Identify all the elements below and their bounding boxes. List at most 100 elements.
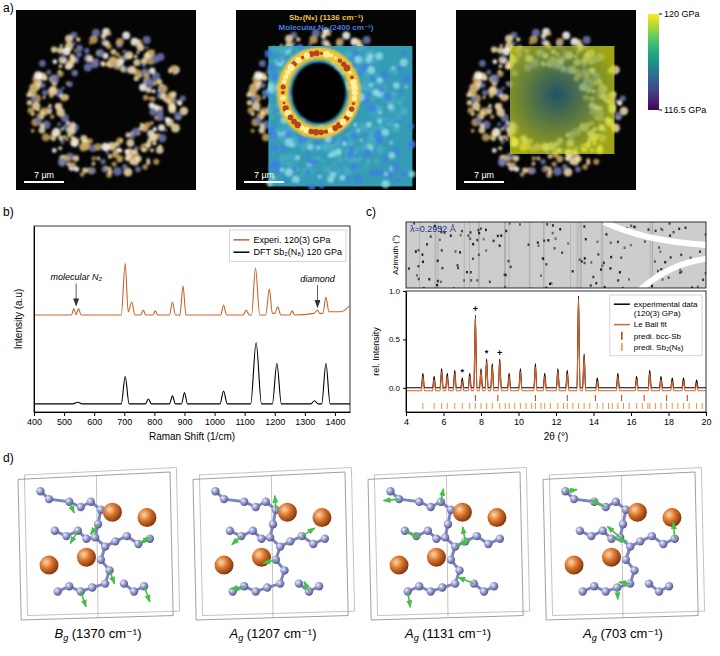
peak-marker: * (460, 367, 464, 377)
tick: 4 (404, 412, 409, 427)
diffraction-spot (619, 271, 621, 274)
map-speckle (542, 166, 548, 172)
reflection-tick (578, 403, 579, 409)
map-speckle (39, 60, 46, 67)
diffraction-spot (439, 239, 441, 242)
map-speckle (479, 127, 485, 133)
n2-speckle (389, 141, 393, 145)
spectrum-line (34, 263, 350, 315)
n-atom (473, 532, 481, 540)
n2-speckle (349, 147, 354, 152)
map-speckle (149, 68, 155, 74)
displacement-arrow (231, 586, 244, 589)
image-annotation: λ=0.2952 Å (410, 224, 456, 234)
reflection-tick (454, 403, 455, 409)
diffraction-spot (505, 230, 507, 233)
diffraction-spot (658, 246, 660, 249)
sb2n8-speckle (282, 101, 285, 104)
map-speckle (164, 128, 167, 131)
tick-label: 1000 (205, 417, 225, 427)
n-atom (570, 495, 578, 503)
diffraction-spot (552, 232, 554, 235)
tick-label: 12 (551, 417, 561, 427)
reflection-tick (497, 395, 498, 401)
x-axis: 468101214161820 (404, 412, 712, 427)
diffraction-spot (470, 271, 472, 274)
tick: 1200 (265, 412, 285, 427)
map-speckle (90, 35, 98, 43)
map-speckle (94, 143, 101, 150)
map-speckle (165, 117, 170, 122)
n2-speckle (374, 131, 383, 140)
diffraction-spot (426, 243, 428, 246)
diffraction-spot (657, 270, 659, 273)
n-atom (82, 535, 90, 543)
n2-speckle (340, 138, 348, 146)
n-atom (211, 487, 219, 495)
powder-line (602, 222, 603, 288)
map-speckle (143, 36, 151, 44)
map-speckle (73, 155, 79, 161)
displacement-arrow (263, 560, 276, 563)
tick-label: 20 (701, 417, 711, 427)
diffraction-spot (572, 270, 574, 273)
n2-speckle (270, 145, 278, 153)
diffraction-spot (504, 273, 506, 276)
diffraction-spot (537, 241, 539, 244)
diffraction-spot (546, 223, 548, 226)
spectrum-line (34, 342, 350, 403)
reflection-tick (608, 403, 609, 409)
map-speckle (256, 108, 259, 111)
n2-speckle (400, 59, 408, 67)
diffraction-spot (680, 270, 682, 273)
map-speckle (66, 127, 75, 136)
n-atom (619, 520, 627, 528)
map-speckle (92, 156, 96, 160)
tick-label: 900 (177, 417, 192, 427)
diffraction-spot (561, 251, 563, 254)
unit-cell (621, 475, 623, 618)
map-speckle (27, 100, 33, 106)
n2-speckle (363, 148, 372, 157)
tick: 400 (27, 412, 42, 427)
n-atom (427, 587, 435, 595)
map-speckle (96, 156, 100, 160)
map-speckle (122, 32, 130, 40)
n-atom (130, 587, 138, 595)
diffraction-spot (644, 240, 646, 243)
map-speckle (152, 141, 157, 146)
n-atom (276, 542, 284, 550)
sb2n8-speckle (328, 128, 332, 132)
powder-line (577, 222, 578, 288)
map-speckle (480, 83, 486, 89)
map-speckle (497, 47, 504, 54)
reflection-tick (572, 403, 573, 409)
map-speckle (565, 154, 572, 161)
peak-marker: + (497, 348, 502, 358)
scale-bar-label: 7 µm (34, 170, 54, 180)
diffraction-spot (497, 235, 499, 238)
powder-line (529, 222, 530, 288)
displacement-arrow (441, 489, 444, 502)
map-speckle (126, 132, 131, 137)
map-speckle (323, 41, 329, 47)
map-speckle (100, 159, 106, 165)
map-speckle (67, 134, 71, 138)
map-speckle (101, 62, 106, 67)
n2-speckle (319, 182, 325, 188)
diffraction-spot (605, 233, 607, 236)
map-speckle (553, 167, 562, 176)
n2-speckle (391, 67, 394, 70)
map-speckle (60, 55, 64, 59)
tick-mark (706, 412, 707, 416)
tick-label: 1100 (235, 417, 254, 427)
diffraction-spot (673, 231, 675, 234)
panel-label: c) (366, 205, 376, 219)
sb2n8-speckle (288, 115, 294, 121)
map-speckle (354, 39, 361, 46)
n2-speckle (402, 50, 407, 55)
diffraction-spot (457, 264, 459, 267)
n2-speckle (377, 169, 385, 177)
map-speckle (492, 148, 497, 153)
diffraction-spot (634, 226, 636, 229)
